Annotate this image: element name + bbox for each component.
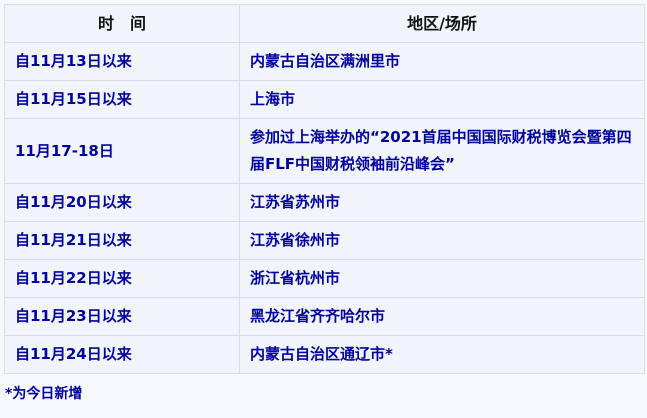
time-cell: 自11月23日以来 [4,297,240,336]
region-cell: 内蒙古自治区满洲里市 [239,42,645,81]
time-cell: 自11月21日以来 [4,221,240,260]
table-row: 自11月23日以来 黑龙江省齐齐哈尔市 [4,297,645,336]
region-cell: 江苏省徐州市 [239,221,645,260]
time-cell: 自11月13日以来 [4,42,240,81]
region-cell: 江苏省苏州市 [239,183,645,222]
table-row: 自11月13日以来 内蒙古自治区满洲里市 [4,42,645,81]
column-header-region: 地区/场所 [239,4,645,43]
time-cell: 自11月15日以来 [4,80,240,119]
table-row: 自11月15日以来 上海市 [4,80,645,119]
table-row: 自11月20日以来 江苏省苏州市 [4,183,645,222]
footnote-new-today: *为今日新增 [5,386,83,402]
region-cell: 黑龙江省齐齐哈尔市 [239,297,645,336]
table-header-row: 时 间 地区/场所 [4,4,645,43]
column-header-time: 时 间 [4,4,240,43]
article-body: 时 间 地区/场所 自11月13日以来 内蒙古自治区满洲里市 自11月15日以来 上海… [4,4,645,402]
time-cell: 自11月20日以来 [4,183,240,222]
time-cell: 自11月24日以来 [4,335,240,374]
table-row: 自11月22日以来 浙江省杭州市 [4,259,645,298]
table-row: 自11月21日以来 江苏省徐州市 [4,221,645,260]
time-region-table: 时 间 地区/场所 自11月13日以来 内蒙古自治区满洲里市 自11月15日以来 上海… [4,4,645,374]
region-cell: 上海市 [239,80,645,119]
region-cell: 参加过上海举办的“2021首届中国国际财税博览会暨第四届FLF中国财税领袖前沿峰… [239,118,645,184]
table-row: 自11月24日以来 内蒙古自治区通辽市* [4,335,645,374]
time-cell: 自11月22日以来 [4,259,240,298]
region-cell: 浙江省杭州市 [239,259,645,298]
region-cell: 内蒙古自治区通辽市* [239,335,645,374]
table-row: 11月17-18日 参加过上海举办的“2021首届中国国际财税博览会暨第四届FLF… [4,118,645,184]
time-cell: 11月17-18日 [4,118,240,184]
table-body: 自11月13日以来 内蒙古自治区满洲里市 自11月15日以来 上海市 11月17-18日… [4,42,645,374]
